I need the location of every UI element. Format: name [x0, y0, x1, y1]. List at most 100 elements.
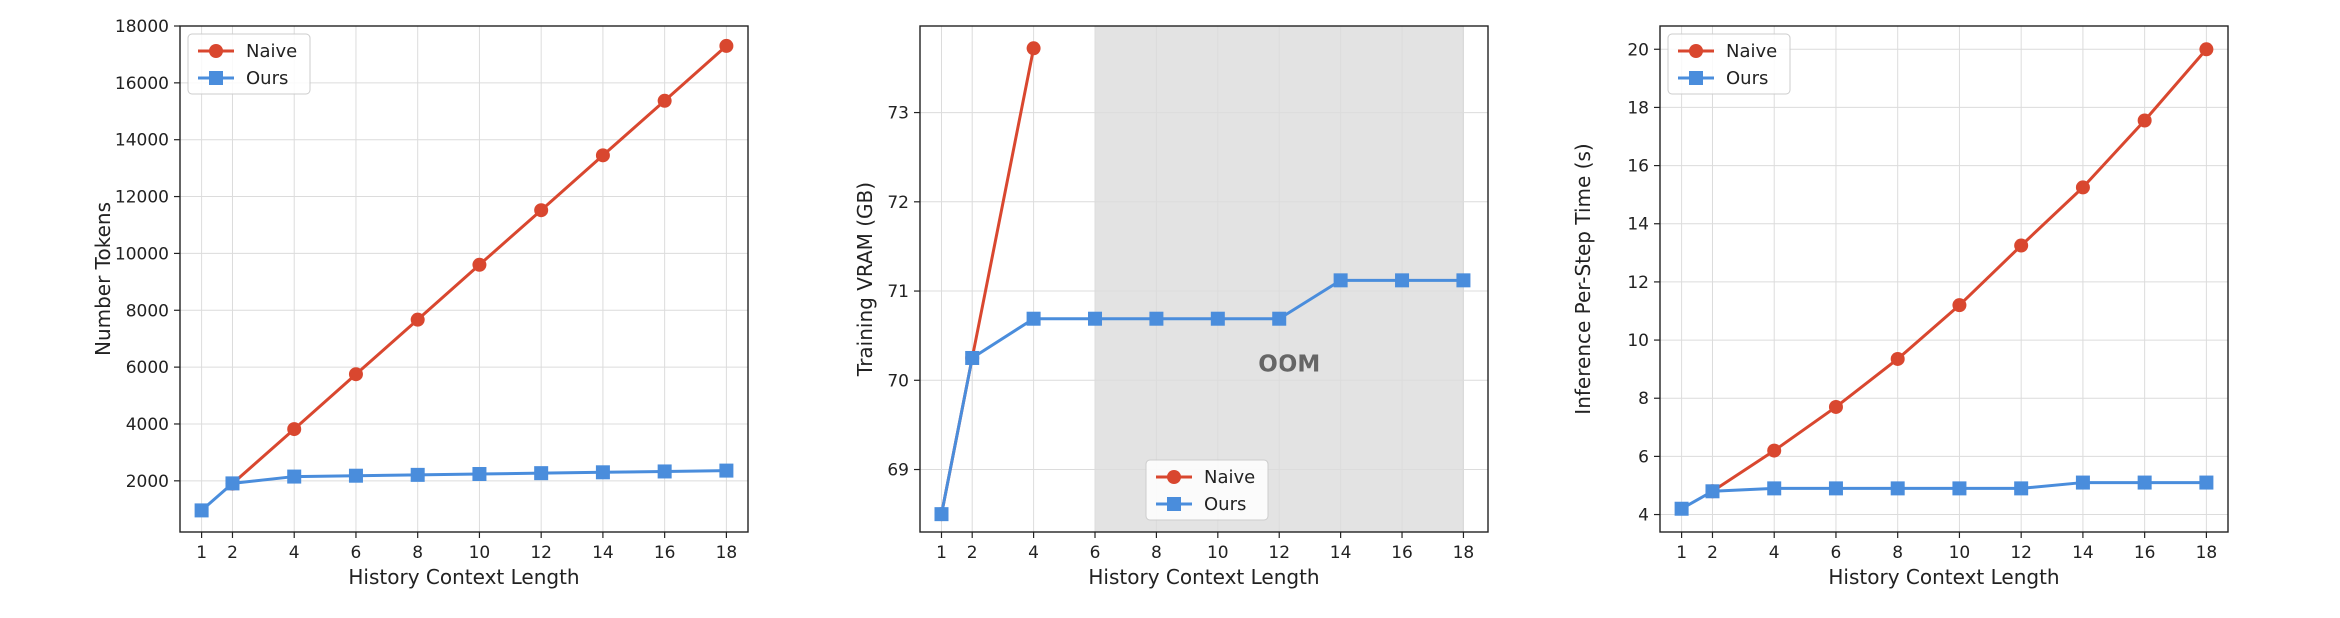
data-point-naive	[287, 422, 302, 437]
y-tick-label: 16000	[115, 74, 169, 94]
series-line-ours	[200, 469, 727, 512]
y-tick-label: 71	[887, 282, 909, 302]
y-tick-label: 16	[1627, 157, 1649, 177]
data-point-ours	[1767, 481, 1782, 496]
data-point-ours	[534, 466, 549, 481]
legend-label-naive: Naive	[1726, 41, 1777, 62]
y-tick-label: 70	[887, 371, 909, 391]
y-tick-label: 4000	[126, 415, 169, 435]
legend-marker-ours	[1689, 71, 1703, 85]
y-tick-label: 12	[1627, 273, 1649, 293]
data-point-ours	[348, 468, 363, 483]
y-tick-label: 6	[1638, 447, 1649, 467]
data-point-ours	[1674, 501, 1689, 516]
x-tick-label: 10	[469, 543, 491, 563]
data-point-naive	[1828, 399, 1843, 414]
data-point-ours	[1705, 484, 1720, 499]
y-axis-label: Inference Per-Step Time (s)	[1571, 143, 1595, 414]
data-point-ours	[1333, 273, 1348, 288]
data-point-naive	[1890, 351, 1905, 366]
data-point-ours	[2137, 475, 2152, 490]
data-point-naive	[472, 257, 487, 272]
x-tick-label: 4	[289, 543, 300, 563]
x-tick-label: 8	[1892, 543, 1903, 563]
x-tick-label: 14	[2072, 543, 2094, 563]
data-point-ours	[595, 465, 610, 480]
legend: Naive Ours	[1145, 459, 1269, 521]
legend-marker-ours	[1167, 497, 1181, 511]
y-tick-label: 2000	[126, 472, 169, 492]
data-point-naive	[595, 148, 610, 163]
legend-label-ours: Ours	[246, 68, 288, 89]
legend-label-naive: Naive	[246, 41, 297, 62]
x-tick-label: 12	[1268, 543, 1290, 563]
y-tick-label: 14	[1627, 215, 1649, 235]
oom-label: OOM	[1258, 351, 1320, 377]
data-point-ours	[1149, 311, 1164, 326]
x-tick-label: 12	[530, 543, 552, 563]
chart-1: 1 2 4 6 8 10 12 14 16 18 2000 4000 6000 8000 10000 1200…	[91, 17, 749, 589]
data-point-ours	[1456, 273, 1471, 288]
x-axis-label: History Context Length	[1828, 565, 2059, 589]
data-point-ours	[410, 467, 425, 482]
x-axis-label: History Context Length	[348, 565, 579, 589]
data-point-ours	[1088, 311, 1103, 326]
y-axis-label: Training VRAM (GB)	[853, 182, 877, 377]
y-tick-label: 12000	[115, 188, 169, 208]
series-line-ours	[1680, 481, 2207, 511]
data-point-naive	[1952, 298, 1967, 313]
data-point-naive	[2199, 42, 2214, 57]
data-point-naive	[719, 38, 734, 53]
x-tick-label: 18	[716, 543, 738, 563]
legend-marker-naive	[1167, 470, 1181, 484]
y-tick-label: 73	[887, 104, 909, 124]
data-point-ours	[1952, 481, 1967, 496]
y-tick-label: 18	[1627, 98, 1649, 118]
legend-marker-ours	[209, 71, 223, 85]
legend: Naive Ours	[1667, 33, 1791, 95]
x-tick-label: 6	[351, 543, 362, 563]
data-point-ours	[1828, 481, 1843, 496]
data-point-naive	[1767, 443, 1782, 458]
data-point-ours	[194, 503, 209, 518]
data-point-ours	[965, 350, 980, 365]
x-tick-label: 10	[1949, 543, 1971, 563]
x-tick-label: 18	[2196, 543, 2218, 563]
data-point-ours	[2014, 481, 2029, 496]
y-tick-label: 20	[1627, 40, 1649, 60]
x-tick-label: 4	[1028, 543, 1039, 563]
x-tick-label: 1	[1676, 543, 1687, 563]
series-line-ours	[940, 278, 1464, 515]
y-tick-label: 8000	[126, 301, 169, 321]
data-point-ours	[472, 467, 487, 482]
legend-marker-naive	[209, 44, 223, 58]
x-tick-label: 16	[654, 543, 676, 563]
x-tick-label: 8	[1151, 543, 1162, 563]
data-point-ours	[1395, 273, 1410, 288]
data-point-ours	[934, 507, 949, 522]
legend: Naive Ours	[187, 33, 311, 95]
legend-label-naive: Naive	[1204, 467, 1255, 488]
plot-frame	[1659, 25, 2229, 533]
y-tick-label: 69	[887, 461, 909, 481]
data-point-ours	[719, 463, 734, 478]
data-point-ours	[1890, 481, 1905, 496]
data-point-naive	[2014, 238, 2029, 253]
data-point-ours	[1272, 311, 1287, 326]
x-tick-label: 6	[1831, 543, 1842, 563]
data-point-naive	[348, 367, 363, 382]
y-tick-label: 10	[1627, 331, 1649, 351]
plot-frame	[919, 25, 1489, 533]
x-tick-label: 4	[1769, 543, 1780, 563]
x-tick-label: 14	[1330, 543, 1352, 563]
x-tick-label: 8	[412, 543, 423, 563]
x-axis-label: History Context Length	[1088, 565, 1319, 589]
data-point-naive	[1026, 41, 1041, 56]
data-point-naive	[2137, 113, 2152, 128]
x-tick-label: 2	[227, 543, 238, 563]
y-tick-label: 18000	[115, 17, 169, 37]
data-point-ours	[2075, 475, 2090, 490]
x-tick-label: 16	[1391, 543, 1413, 563]
x-tick-label: 12	[2010, 543, 2032, 563]
